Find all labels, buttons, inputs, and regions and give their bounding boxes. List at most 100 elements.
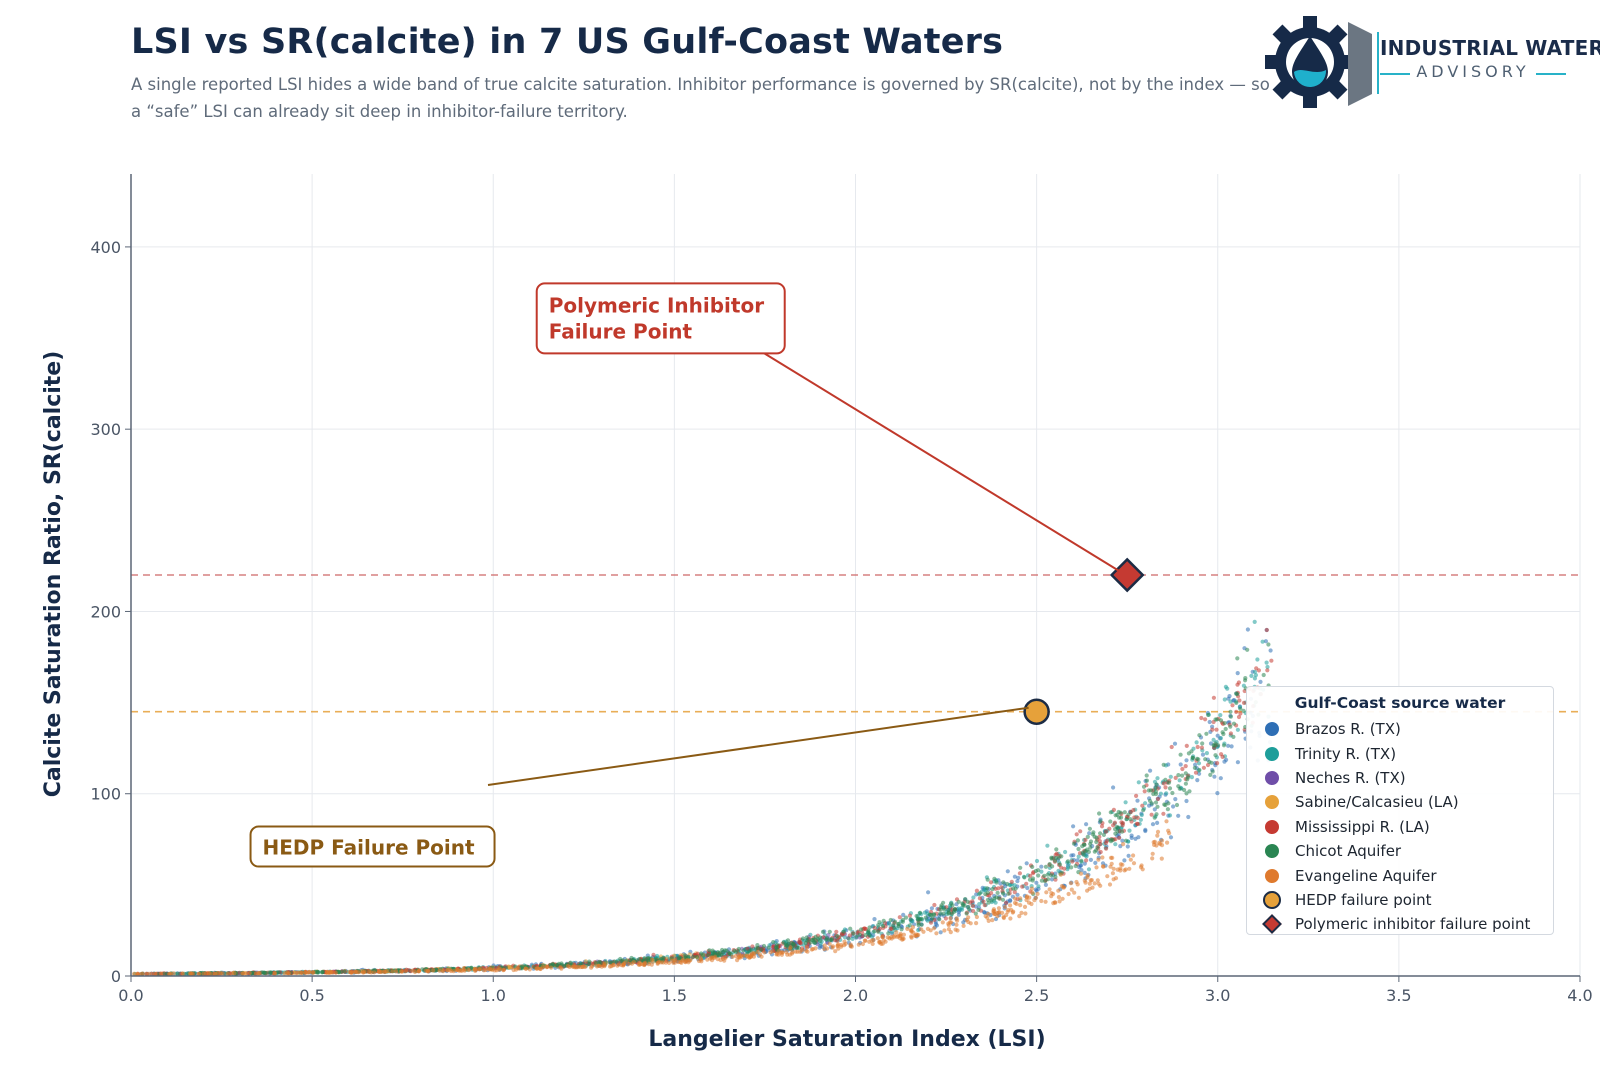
data-point — [818, 941, 823, 946]
chart-title: LSI vs SR(calcite) in 7 US Gulf-Coast Wa… — [131, 22, 1004, 62]
data-point — [1199, 715, 1204, 721]
data-point — [749, 953, 754, 958]
data-point — [721, 950, 726, 955]
data-point — [804, 935, 809, 940]
data-point — [1218, 776, 1223, 781]
callout-leader-line — [709, 319, 1120, 572]
data-point — [1214, 717, 1219, 722]
data-point — [1206, 712, 1211, 718]
data-point — [888, 917, 893, 923]
data-point — [1167, 813, 1173, 818]
data-point — [1074, 832, 1079, 837]
data-point — [798, 941, 803, 946]
data-point — [1174, 802, 1180, 808]
data-point — [1101, 832, 1106, 838]
data-point — [294, 970, 299, 976]
data-point — [642, 960, 648, 966]
data-point — [847, 933, 853, 938]
data-point — [1054, 847, 1059, 852]
data-point — [683, 953, 688, 958]
data-point — [1111, 823, 1116, 828]
data-point — [905, 926, 910, 932]
data-point — [286, 971, 292, 976]
data-point — [896, 922, 901, 927]
legend-symbol — [1261, 720, 1283, 738]
data-point — [934, 931, 939, 936]
data-point — [1223, 726, 1228, 732]
legend-item-failure-point: HEDP failure point — [1247, 888, 1553, 912]
data-point — [869, 938, 874, 943]
data-point — [973, 911, 978, 916]
data-point — [735, 958, 740, 963]
data-point — [1213, 741, 1218, 746]
data-point — [1085, 834, 1090, 840]
data-point — [1159, 838, 1165, 843]
data-point — [1210, 769, 1215, 774]
data-point — [1036, 884, 1041, 889]
x-axis-label: Langelier Saturation Index (LSI) — [648, 1027, 1045, 1052]
data-point — [349, 970, 354, 975]
x-tick-label: 3.5 — [1386, 986, 1411, 1005]
data-point — [1152, 842, 1157, 848]
data-point — [827, 938, 833, 943]
data-point — [1252, 676, 1257, 681]
data-point — [940, 920, 945, 925]
data-point — [272, 971, 277, 976]
data-point — [977, 896, 983, 901]
data-point — [942, 907, 947, 912]
data-point — [1149, 812, 1154, 817]
data-point — [963, 897, 968, 902]
data-point — [1036, 868, 1041, 873]
data-point — [1164, 791, 1169, 796]
x-tick-label: 1.0 — [481, 986, 506, 1005]
data-point — [1084, 858, 1089, 863]
data-point — [1046, 877, 1051, 882]
data-point — [1176, 773, 1181, 778]
data-point — [1120, 823, 1125, 828]
data-points — [132, 619, 1274, 977]
data-point — [655, 961, 660, 966]
data-point — [952, 907, 957, 912]
data-point — [1018, 903, 1023, 908]
data-point — [1178, 752, 1183, 757]
data-point — [1159, 843, 1165, 848]
data-point — [1252, 619, 1257, 625]
data-point — [1073, 863, 1078, 869]
data-point — [1268, 648, 1273, 653]
data-point — [1100, 855, 1105, 860]
data-point — [856, 942, 861, 947]
data-point — [1090, 885, 1095, 890]
data-point — [1224, 757, 1229, 763]
data-point — [974, 914, 980, 920]
data-point — [1104, 846, 1109, 851]
data-point — [897, 915, 902, 920]
data-point — [615, 963, 620, 968]
data-point — [590, 964, 595, 969]
data-point — [1058, 872, 1063, 877]
data-point — [1194, 740, 1199, 745]
data-point — [1100, 864, 1106, 869]
data-point — [1061, 885, 1066, 890]
data-point — [1241, 700, 1247, 706]
data-point — [1088, 857, 1093, 863]
data-point — [1117, 835, 1122, 841]
data-point — [970, 899, 975, 904]
data-point — [1228, 724, 1233, 729]
data-point — [1138, 817, 1143, 822]
data-point — [1197, 733, 1202, 738]
legend-label: Evangeline Aquifer — [1295, 866, 1437, 885]
data-point — [629, 961, 635, 966]
data-point — [425, 968, 431, 973]
data-point — [1159, 856, 1164, 861]
data-point — [1087, 881, 1092, 886]
data-point — [994, 880, 999, 885]
data-point — [1123, 800, 1128, 805]
data-point — [1183, 771, 1188, 776]
data-point — [1056, 888, 1061, 893]
data-point — [1152, 807, 1157, 812]
data-point — [698, 956, 704, 961]
data-point — [1161, 781, 1166, 786]
data-point — [900, 936, 905, 941]
data-point — [1105, 874, 1110, 879]
data-point — [1035, 891, 1040, 897]
